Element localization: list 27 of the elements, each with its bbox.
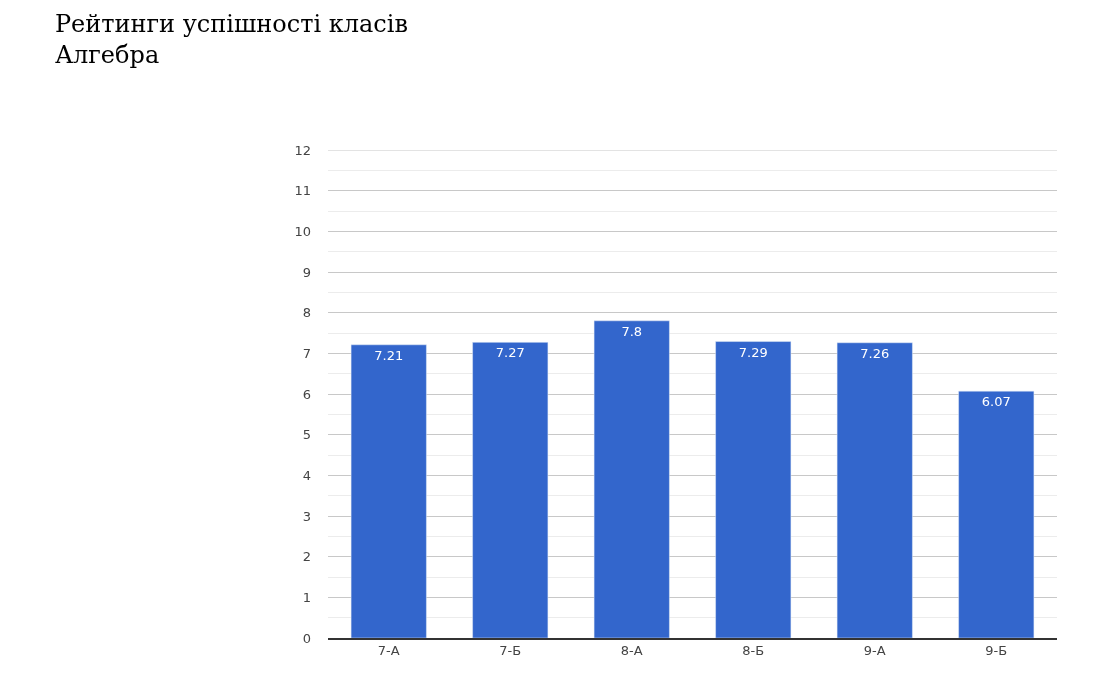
x-tick-label: 9-А (863, 643, 886, 659)
x-tick-label: 9-Б (985, 643, 1008, 659)
y-tick-label: 12 (294, 142, 311, 158)
x-tick-label: 8-А (620, 643, 643, 659)
y-tick-label: 5 (302, 427, 311, 443)
data-label: 7.29 (738, 344, 768, 360)
y-tick-label: 2 (302, 549, 311, 565)
y-tick-label: 11 (294, 183, 311, 199)
x-tick-label: 8-Б (742, 643, 765, 659)
y-tick-label: 0 (302, 630, 311, 646)
y-tick-label: 4 (302, 467, 311, 483)
y-tick-label: 6 (302, 386, 311, 402)
data-label: 6.07 (981, 394, 1011, 410)
data-label: 7.8 (621, 323, 643, 339)
y-tick-label: 3 (302, 508, 311, 524)
x-tick-label: 7-А (377, 643, 400, 659)
data-label: 7.27 (495, 345, 525, 361)
y-tick-label: 9 (302, 264, 311, 280)
y-tick-label: 10 (294, 223, 311, 239)
data-label: 7.26 (860, 345, 890, 361)
y-tick-label: 8 (302, 305, 311, 321)
text: Алгебра (54, 40, 160, 69)
y-tick-label: 7 (302, 345, 311, 361)
data-label: 7.21 (374, 347, 404, 363)
chart-title: Рейтинги успішності класів (54, 9, 408, 38)
x-tick-label: 7-Б (499, 643, 522, 659)
y-tick-label: 1 (302, 589, 311, 605)
